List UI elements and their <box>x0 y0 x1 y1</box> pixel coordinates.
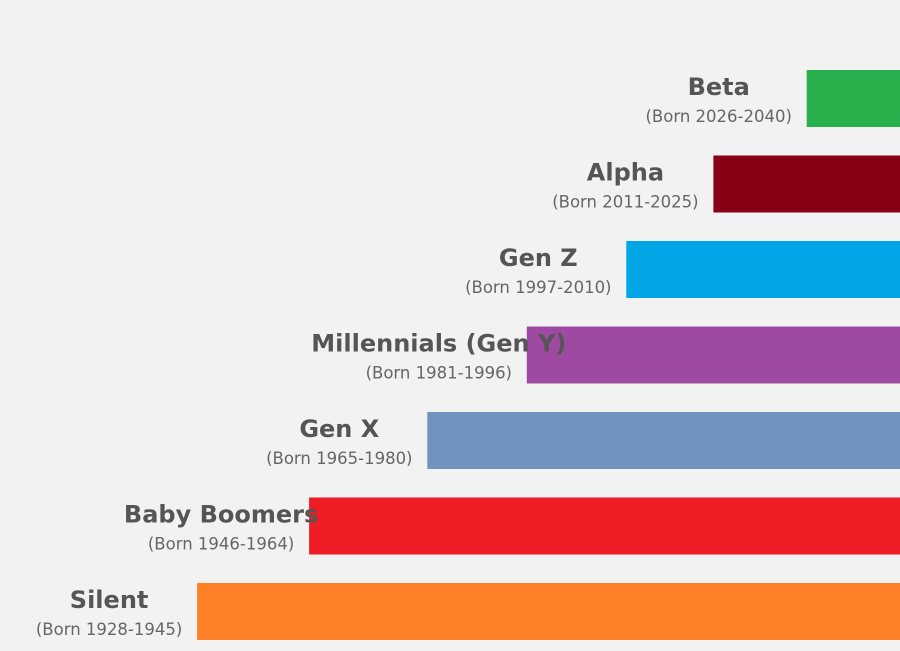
bar-baby-boomers <box>309 497 900 555</box>
bar-alpha <box>713 155 900 213</box>
label-years-baby-boomers: (Born 1946-1964) <box>148 535 294 554</box>
label-years-alpha: (Born 2011-2025) <box>552 193 698 212</box>
label-name-gen-z: Gen Z <box>499 244 578 272</box>
label-years-silent: (Born 1928-1945) <box>36 620 182 639</box>
label-name-silent: Silent <box>70 586 149 614</box>
label-years-beta: (Born 2026-2040) <box>645 107 791 126</box>
bar-beta <box>806 70 900 127</box>
bar-gen-z <box>626 241 900 298</box>
label-years-gen-z: (Born 1997-2010) <box>465 278 611 297</box>
label-name-gen-x: Gen X <box>299 415 379 443</box>
label-name-baby-boomers: Baby Boomers <box>124 501 318 529</box>
labels-layer: Beta (Born 2026-2040) Alpha (Born 2011-2025… <box>36 73 792 639</box>
label-years-millennials-gen-y: (Born 1981-1996) <box>366 364 512 383</box>
bar-gen-x <box>427 412 900 469</box>
bar-silent <box>197 583 900 640</box>
bar-millennials-gen-y <box>526 326 900 384</box>
label-name-beta: Beta <box>688 73 750 101</box>
label-years-gen-x: (Born 1965-1980) <box>266 449 412 468</box>
label-name-millennials-gen-y: Millennials (Gen Y) <box>311 330 566 358</box>
bars-layer <box>197 70 900 640</box>
label-name-alpha: Alpha <box>587 159 664 187</box>
